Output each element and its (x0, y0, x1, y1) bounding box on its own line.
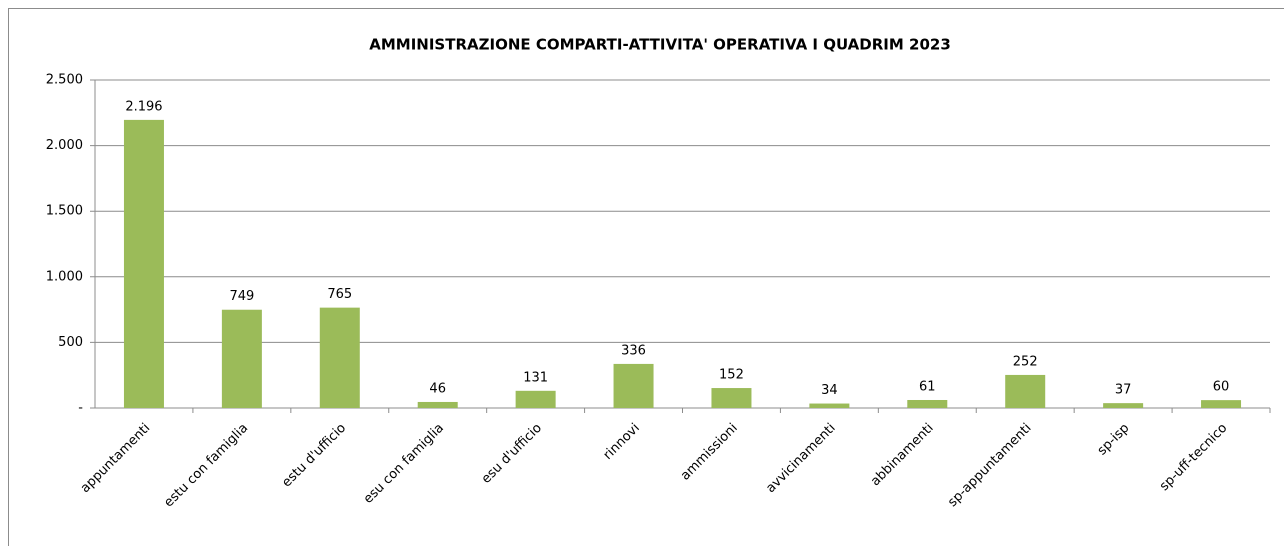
bar (1005, 374, 1046, 408)
bar (123, 119, 164, 409)
y-tick-label: - (78, 401, 83, 416)
data-label: 252 (1013, 354, 1038, 369)
y-tick-label: 2.500 (46, 73, 83, 88)
data-label: 37 (1115, 383, 1132, 398)
data-label: 152 (719, 368, 744, 383)
data-label: 61 (919, 379, 936, 394)
data-label: 765 (327, 287, 352, 302)
bar (417, 401, 458, 408)
bar (319, 307, 360, 408)
y-tick-label: 500 (58, 335, 83, 350)
data-label: 2.196 (125, 99, 162, 114)
y-tick-label: 1.000 (46, 269, 83, 284)
data-label: 336 (621, 343, 646, 358)
data-label: 46 (429, 381, 446, 396)
bar (221, 309, 262, 408)
bar (515, 390, 556, 408)
data-label: 131 (523, 370, 548, 385)
chart-title: AMMINISTRAZIONE COMPARTI-ATTIVITA' OPERA… (369, 36, 951, 54)
bar (907, 399, 948, 408)
data-label: 60 (1213, 380, 1230, 395)
data-label: 749 (229, 289, 254, 304)
bar (613, 363, 654, 408)
bar (711, 388, 752, 408)
bar (1201, 400, 1242, 408)
data-label: 34 (821, 383, 838, 398)
bar (809, 403, 850, 408)
y-tick-label: 2.000 (46, 138, 83, 153)
y-tick-label: 1.500 (46, 204, 83, 219)
bar (1103, 403, 1144, 408)
